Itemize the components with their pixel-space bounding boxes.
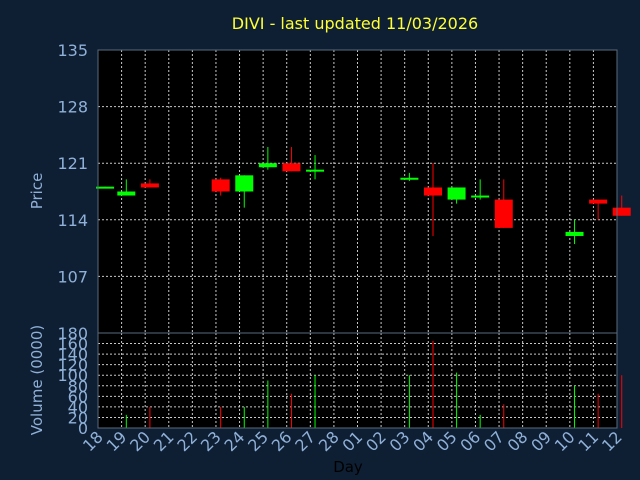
candle-body — [96, 186, 115, 189]
chart-title: DIVI - last updated 11/03/2026 — [232, 14, 478, 33]
price-tick-labels: 107 114 121 128 135 — [57, 41, 88, 286]
candle-body — [447, 187, 466, 200]
price-tick-label: 135 — [57, 41, 88, 60]
candle-body — [140, 183, 159, 188]
x-tick-labels: 1819202122232425262728010203040506070809… — [79, 427, 626, 455]
candle-body — [471, 195, 490, 198]
candle-body — [565, 231, 584, 236]
candle — [612, 195, 631, 216]
price-tick-label: 128 — [57, 98, 88, 117]
volume-tick-label: 160 — [57, 335, 88, 354]
candle-body — [494, 199, 513, 228]
candle — [494, 179, 513, 228]
candle — [282, 147, 301, 172]
candle-body — [612, 207, 631, 216]
candle — [96, 186, 115, 189]
price-tick-label: 114 — [57, 211, 88, 230]
candle — [589, 199, 608, 220]
volume-tick-label: 140 — [57, 345, 88, 364]
volume-plot-area — [98, 333, 617, 428]
candle-body — [589, 199, 608, 204]
volume-plot-frame — [97, 332, 618, 429]
candle — [400, 172, 419, 181]
volume-tick-label: 80 — [68, 377, 88, 396]
price-tick-label: 107 — [57, 267, 88, 286]
candle-body — [235, 175, 254, 192]
candle — [235, 175, 254, 208]
volume-tick-label: 40 — [68, 398, 88, 417]
candle — [447, 187, 466, 204]
candle — [565, 219, 584, 245]
candle-body — [282, 163, 301, 172]
candle-body — [400, 177, 419, 180]
candle — [471, 179, 490, 200]
candle — [306, 155, 325, 180]
candle — [117, 179, 136, 196]
x-axis-label: Day — [333, 458, 363, 476]
candles — [96, 147, 631, 245]
x-tick-label: 12 — [598, 427, 626, 455]
candle-body — [306, 169, 325, 172]
candle — [258, 147, 277, 170]
volume-tick-label: 20 — [68, 408, 88, 427]
volume-tick-label: 180 — [57, 324, 88, 343]
candle-body — [211, 179, 230, 192]
volume-tick-label: 60 — [68, 387, 88, 406]
candle-body — [423, 187, 442, 196]
candle — [140, 179, 159, 188]
volume-tick-label: 120 — [57, 356, 88, 375]
price-axis-label: Price — [28, 173, 46, 210]
candle — [423, 163, 442, 236]
volume-tick-label: 0 — [78, 419, 88, 438]
candle-body — [258, 163, 277, 168]
price-tick-label: 121 — [57, 154, 88, 173]
volume-axis-label: Volume (0000) — [28, 325, 46, 435]
volume-tick-label: 100 — [57, 366, 88, 385]
volume-bars — [125, 340, 623, 428]
candle — [211, 177, 230, 196]
candle-body — [117, 191, 136, 196]
